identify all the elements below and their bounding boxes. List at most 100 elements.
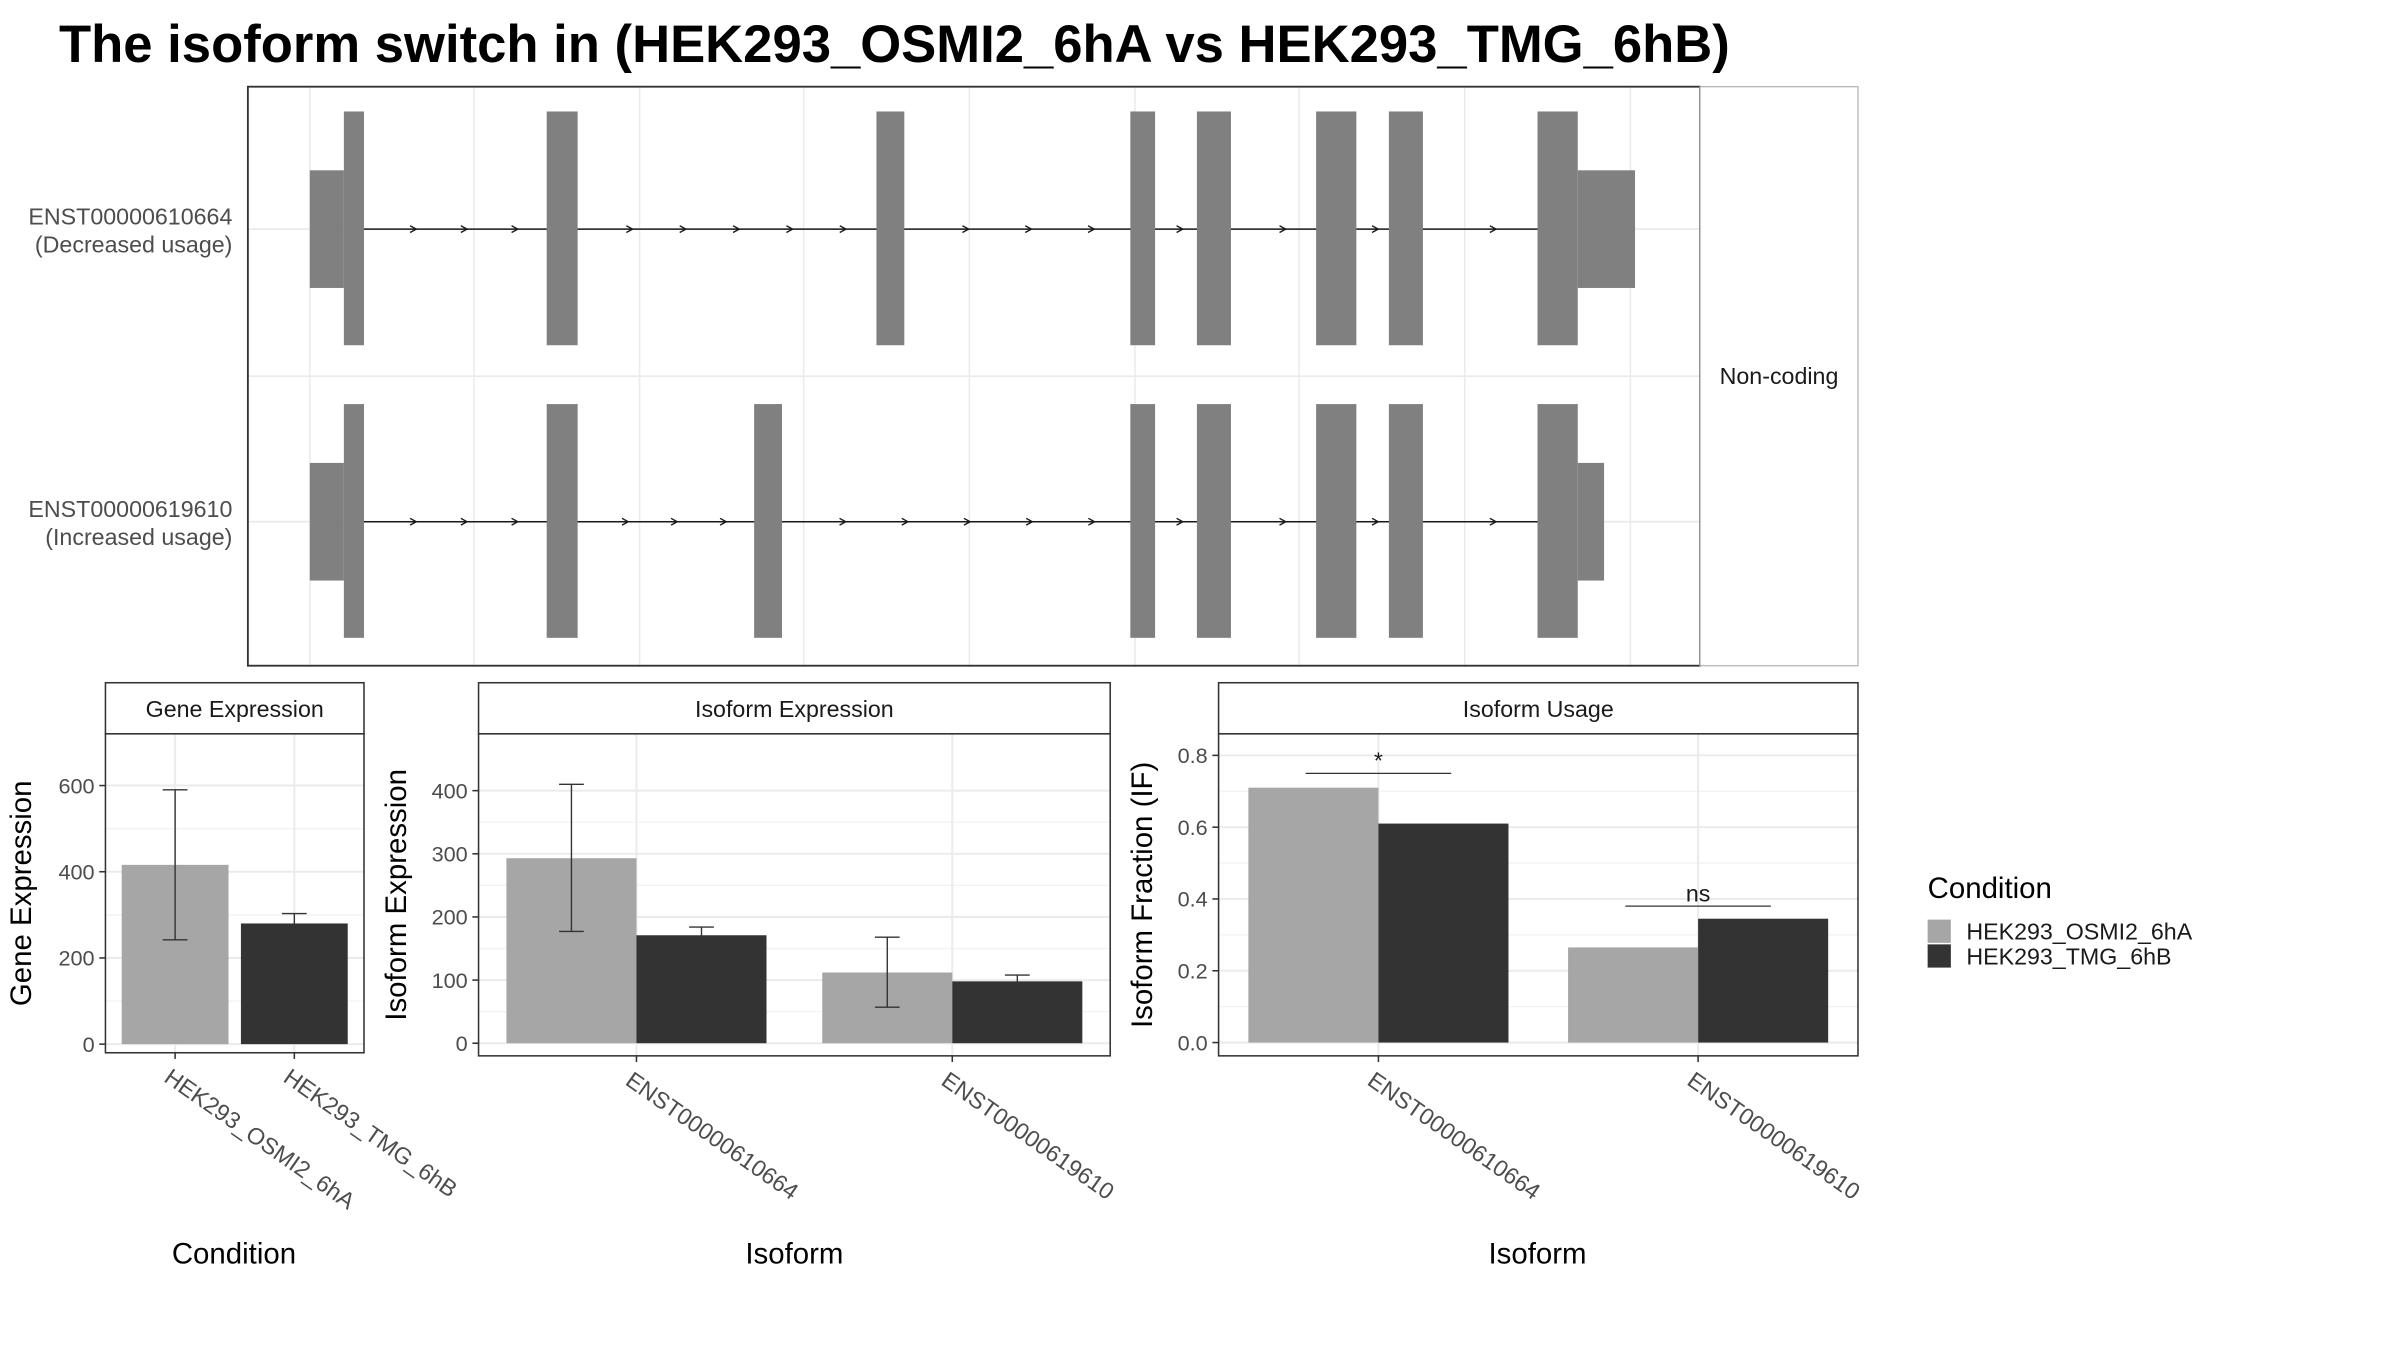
y-tick-label: 0 <box>83 1032 95 1057</box>
y-tick-label: 600 <box>58 773 94 798</box>
legend-item-label: HEK293_TMG_6hB <box>1966 944 2171 970</box>
utr-block <box>1577 462 1605 581</box>
intron-arrow <box>621 517 630 526</box>
exon-block <box>546 111 578 346</box>
y-tick-label: 0.0 <box>1178 1030 1208 1055</box>
legend-item-label: HEK293_OSMI2_6hA <box>1966 919 2192 945</box>
intron-arrow <box>1025 517 1034 526</box>
bar <box>1698 918 1829 1043</box>
exon-block <box>1196 404 1231 638</box>
panel-strip-label: Isoform Expression <box>695 696 894 722</box>
figure-title: The isoform switch in (HEK293_OSMI2_6hA … <box>59 15 1730 74</box>
bar <box>1378 823 1509 1043</box>
x-axis-title: Isoform <box>1488 1237 1586 1270</box>
intron-arrow <box>962 225 971 234</box>
intron-arrow <box>1176 517 1185 526</box>
y-axis-title: Gene Expression <box>5 781 38 1007</box>
bar <box>240 923 348 1045</box>
intron-arrow <box>460 517 469 526</box>
panel-strip-label: Isoform Usage <box>1463 696 1614 722</box>
y-tick-label: 0.8 <box>1178 743 1208 768</box>
exon-block <box>1388 111 1423 346</box>
panel-strip <box>1217 681 1859 735</box>
y-tick-label: 0.2 <box>1178 959 1208 984</box>
utr-block <box>1577 170 1636 288</box>
panel-strip <box>477 681 1111 735</box>
intron-arrow <box>839 225 848 234</box>
y-tick-label: 400 <box>58 859 94 884</box>
intron-arrow <box>1088 517 1097 526</box>
significance-label: * <box>1374 748 1383 774</box>
x-axis-title: Isoform <box>745 1237 843 1270</box>
exon-block <box>1130 404 1156 638</box>
transcript-track <box>309 111 1636 346</box>
exon-block <box>1316 111 1357 346</box>
intron-arrow <box>1024 225 1033 234</box>
x-axis-title: Condition <box>172 1237 296 1270</box>
intron-arrow <box>1371 517 1380 526</box>
gene-structure-panel: ENST00000610664(Decreased usage) ENST0000… <box>28 85 1859 667</box>
exon-block <box>343 111 364 346</box>
intron-arrow <box>1279 517 1288 526</box>
intron-arrow <box>1489 517 1498 526</box>
bar <box>636 935 767 1044</box>
exon-block <box>1537 111 1578 346</box>
transcript-usage-label: (Decreased usage) <box>35 231 232 257</box>
panel-strip <box>104 681 365 735</box>
y-tick-label: 200 <box>58 946 94 971</box>
intron-arrow <box>901 517 910 526</box>
transcript-track <box>309 404 1605 638</box>
intron-arrow <box>511 225 520 234</box>
y-tick-label: 400 <box>432 778 468 803</box>
intron-arrow <box>1279 225 1288 234</box>
significance-label: ns <box>1686 881 1711 907</box>
utr-block <box>309 170 344 288</box>
intron-arrow <box>511 517 520 526</box>
legend-swatch <box>1927 919 1951 943</box>
intron-arrow <box>670 517 679 526</box>
exon-block <box>1537 404 1578 638</box>
transcript-usage-label: (Increased usage) <box>45 524 232 550</box>
bar <box>1248 787 1379 1043</box>
exon-block <box>754 404 782 638</box>
intron-arrow <box>1489 225 1498 234</box>
transcript-id-label: ENST00000610664 <box>28 203 232 229</box>
exon-block <box>546 404 578 638</box>
exon-block <box>1316 404 1357 638</box>
intron-arrow <box>1176 225 1185 234</box>
y-tick-label: 0.4 <box>1178 887 1208 912</box>
y-axis-title: Isoform Fraction (IF) <box>1126 762 1159 1028</box>
intron-arrow <box>719 517 728 526</box>
intron-arrow <box>679 225 688 234</box>
panel-frame <box>1217 733 1859 1057</box>
transcript-id-label: ENST00000619610 <box>28 496 232 522</box>
y-tick-label: 0.6 <box>1178 815 1208 840</box>
y-tick-label: 100 <box>432 968 468 993</box>
intron-arrow <box>1087 225 1096 234</box>
intron-arrow <box>626 225 634 234</box>
bar <box>952 981 1083 1044</box>
facet-strip <box>1699 86 1859 667</box>
y-tick-label: 200 <box>432 905 468 930</box>
intron-arrow <box>839 517 848 526</box>
intron-arrow <box>963 517 972 526</box>
intron-arrow <box>732 225 741 234</box>
bar <box>1568 947 1699 1043</box>
y-tick-label: 0 <box>456 1031 468 1056</box>
exon-block <box>1388 404 1423 638</box>
panel-frame <box>477 733 1111 1057</box>
y-axis-title: Isoform Expression <box>380 769 413 1021</box>
intron-arrow <box>460 225 469 234</box>
utr-block <box>309 462 344 581</box>
intron-arrow <box>786 225 795 234</box>
legend-title: Condition <box>1928 872 2052 905</box>
exon-block <box>876 111 905 346</box>
y-tick-label: 300 <box>432 842 468 867</box>
panel-strip-label: Gene Expression <box>146 696 324 722</box>
exon-block <box>1130 111 1156 346</box>
intron-arrow <box>409 517 418 526</box>
exon-block <box>1196 111 1231 346</box>
facet-strip-label: Non-coding <box>1720 363 1839 389</box>
